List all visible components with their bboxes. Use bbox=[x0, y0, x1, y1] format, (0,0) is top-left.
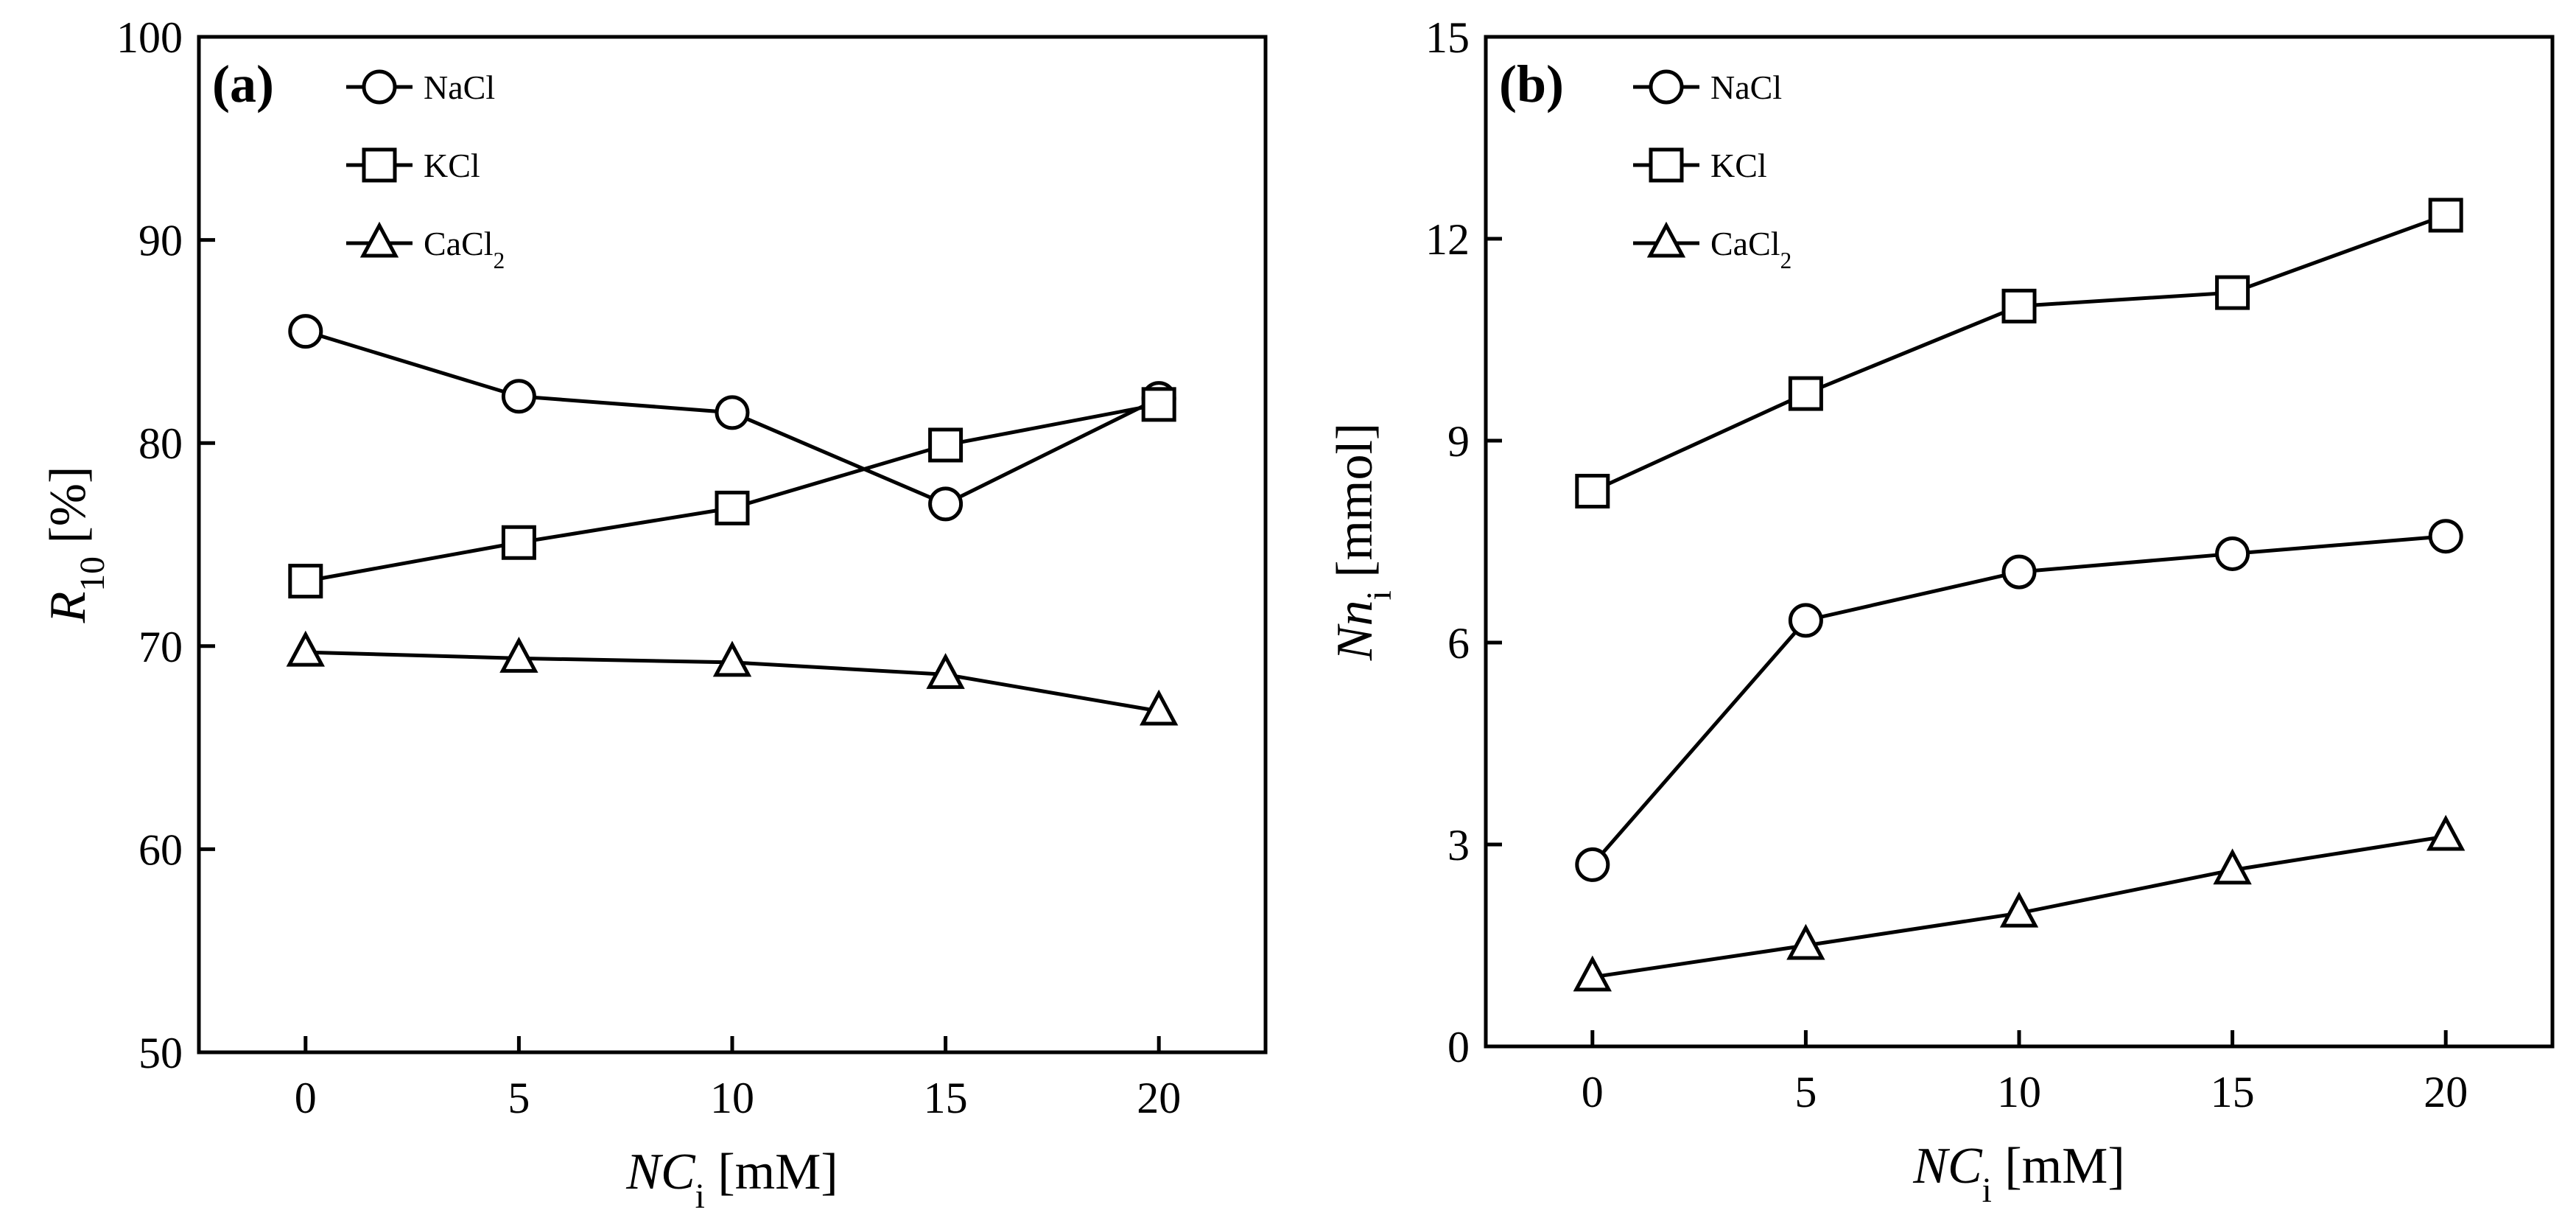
x-tick-label: 10 bbox=[710, 1074, 754, 1122]
data-point-kcl bbox=[715, 490, 750, 525]
legend-label: KCl bbox=[1710, 147, 1767, 184]
data-point-kcl bbox=[288, 564, 323, 599]
data-point-nacl bbox=[2428, 519, 2463, 554]
chart-panel-b: 0 3 6 9 12 15 0 5 10 15 20 NCi [mM] Nni [mmol] (b) NaC… bbox=[1327, 13, 2555, 1210]
x-tick-label: 10 bbox=[1997, 1068, 2041, 1116]
legend-entry-nacl: NaCl bbox=[1633, 69, 1782, 106]
data-point-cacl2 bbox=[2426, 814, 2466, 851]
chart-panel-a: 50 60 70 80 90 100 0 5 10 15 20 NCi [mM] R10 [%] (a) N… bbox=[40, 13, 1268, 1210]
y-axis-label: Nni [mmol] bbox=[1327, 423, 1399, 661]
data-point-kcl bbox=[1141, 387, 1176, 422]
legend-label: NaCl bbox=[1710, 69, 1782, 106]
data-point-kcl bbox=[501, 525, 536, 560]
x-tick-label: 5 bbox=[508, 1074, 530, 1122]
x-axis-label: NCi [mM] bbox=[1912, 1138, 2124, 1210]
y-tick-label: 70 bbox=[138, 623, 183, 671]
data-point-cacl2 bbox=[712, 640, 752, 677]
y-tick-label: 9 bbox=[1447, 417, 1470, 466]
legend-marker-square bbox=[362, 147, 397, 183]
y-tick-label: 60 bbox=[138, 825, 183, 874]
legend-label: NaCl bbox=[424, 69, 495, 106]
data-point-kcl bbox=[2215, 275, 2250, 310]
y-tick-label: 6 bbox=[1447, 619, 1470, 668]
legend-marker-triangle bbox=[1646, 221, 1686, 258]
legend-label: KCl bbox=[424, 147, 480, 184]
legend-entry-cacl2: CaCl2 bbox=[1633, 221, 1791, 273]
legend-marker-square bbox=[1649, 147, 1684, 183]
data-point-kcl bbox=[1788, 376, 1823, 411]
data-point-nacl bbox=[2001, 554, 2037, 590]
plot-frame bbox=[197, 35, 1268, 1055]
legend-marker-circle bbox=[1649, 69, 1684, 105]
x-tick-label: 15 bbox=[924, 1074, 968, 1122]
y-tick-label: 90 bbox=[138, 217, 183, 265]
legend-entry-nacl: NaCl bbox=[346, 69, 495, 106]
x-tick-label: 5 bbox=[1794, 1068, 1817, 1116]
data-point-kcl bbox=[2428, 197, 2463, 233]
data-point-cacl2 bbox=[2213, 848, 2252, 885]
legend-label: CaCl2 bbox=[424, 225, 505, 273]
legend-marker-circle bbox=[362, 69, 397, 105]
panel-label: (a) bbox=[212, 55, 274, 113]
y-tick-label: 0 bbox=[1447, 1023, 1470, 1071]
data-point-kcl bbox=[2001, 288, 2037, 324]
x-axis-label: NCi [mM] bbox=[625, 1144, 838, 1210]
data-point-cacl2 bbox=[286, 630, 325, 667]
legend-marker-triangle bbox=[359, 221, 399, 258]
data-point-nacl bbox=[928, 486, 964, 522]
y-tick-label: 12 bbox=[1425, 215, 1470, 264]
panel-label: (b) bbox=[1499, 55, 1564, 113]
y-tick-label: 15 bbox=[1425, 13, 1470, 62]
data-point-cacl2 bbox=[1140, 689, 1179, 726]
legend-label: CaCl2 bbox=[1710, 225, 1791, 273]
y-tick-label: 50 bbox=[138, 1029, 183, 1077]
y-axis-label: R10 [%] bbox=[40, 466, 112, 624]
data-point-nacl bbox=[2215, 536, 2250, 571]
legend-entry-kcl: KCl bbox=[1633, 147, 1767, 184]
data-point-cacl2 bbox=[1999, 891, 2039, 928]
data-point-nacl bbox=[715, 395, 750, 430]
data-point-cacl2 bbox=[499, 637, 538, 673]
data-point-nacl bbox=[1788, 603, 1823, 638]
data-point-nacl bbox=[288, 314, 323, 349]
data-point-cacl2 bbox=[1573, 955, 1612, 992]
x-tick-label: 20 bbox=[2424, 1068, 2468, 1116]
data-point-cacl2 bbox=[926, 653, 965, 689]
legend-entry-kcl: KCl bbox=[346, 147, 480, 184]
x-tick-label: 0 bbox=[1582, 1068, 1604, 1116]
x-tick-label: 0 bbox=[295, 1074, 317, 1122]
data-point-kcl bbox=[1575, 474, 1610, 508]
y-tick-label: 100 bbox=[116, 13, 183, 62]
x-tick-label: 15 bbox=[2211, 1068, 2255, 1116]
x-tick-label: 20 bbox=[1137, 1074, 1181, 1122]
y-tick-label: 3 bbox=[1447, 821, 1470, 870]
data-point-nacl bbox=[1575, 847, 1610, 882]
data-point-kcl bbox=[928, 427, 964, 463]
legend-entry-cacl2: CaCl2 bbox=[346, 221, 505, 273]
data-point-cacl2 bbox=[1786, 923, 1825, 960]
data-point-nacl bbox=[501, 379, 536, 414]
y-tick-label: 80 bbox=[138, 419, 183, 468]
